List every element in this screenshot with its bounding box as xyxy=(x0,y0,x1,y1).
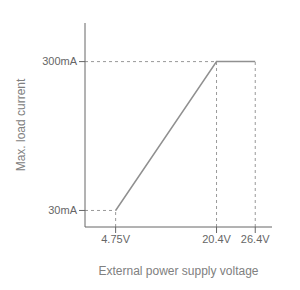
svg-text:20.4V: 20.4V xyxy=(202,233,231,245)
svg-text:30mA: 30mA xyxy=(48,204,77,216)
svg-text:26.4V: 26.4V xyxy=(241,233,270,245)
svg-text:4.75V: 4.75V xyxy=(101,233,130,245)
svg-text:Max. load current: Max. load current xyxy=(14,78,28,171)
svg-text:External power supply voltage: External power supply voltage xyxy=(98,264,258,278)
svg-text:300mA: 300mA xyxy=(42,55,78,67)
